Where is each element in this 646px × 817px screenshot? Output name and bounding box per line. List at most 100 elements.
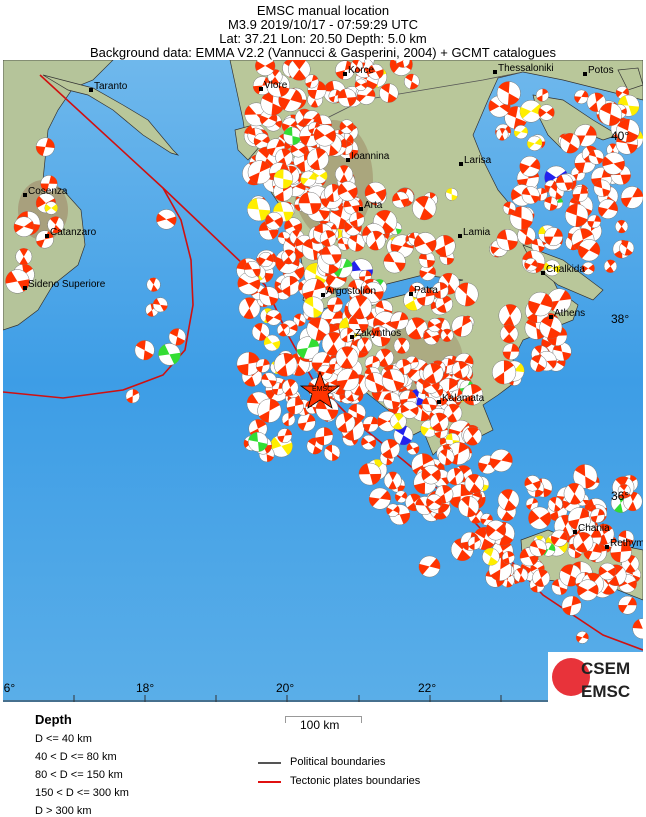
beachball — [539, 315, 563, 339]
beachball — [427, 317, 442, 333]
beachball — [298, 191, 322, 215]
beachball — [496, 81, 521, 106]
plate-boundary-calabrian — [3, 187, 194, 399]
beachball — [529, 355, 547, 373]
beachball — [275, 148, 293, 167]
city-chania: Chania — [573, 523, 610, 534]
tectonic-legend-line — [258, 781, 281, 783]
depth-legend-item: D > 300 km — [35, 805, 92, 817]
beachball — [281, 379, 299, 396]
beachball — [577, 579, 599, 601]
beachball — [616, 118, 640, 143]
city-argostolion: Argostolion — [321, 286, 376, 297]
beachball — [301, 278, 327, 303]
seismicity-map: Taranto Vlore Korce Thessaloniki Potos Ioanni… — [3, 60, 643, 702]
beachball — [598, 562, 617, 581]
beachball — [336, 368, 360, 391]
beachball — [524, 475, 541, 492]
beachball — [528, 291, 553, 317]
depth-legend-item: D <= 40 km — [35, 733, 92, 745]
beachball — [251, 322, 270, 341]
beachball — [348, 314, 369, 335]
beachball — [393, 425, 414, 446]
beachball — [502, 201, 517, 215]
beachball — [314, 427, 334, 446]
beachball — [283, 126, 302, 146]
city-label: Argostolion — [326, 286, 376, 297]
city-label: Ioannina — [351, 151, 390, 162]
lon-label: 22° — [418, 681, 436, 695]
city-label: Catanzaro — [50, 227, 97, 238]
beachball — [380, 438, 401, 459]
city-label: Sideno Superiore — [28, 279, 106, 290]
city-label: Potos — [588, 65, 614, 76]
beachball — [572, 532, 594, 553]
beachball — [335, 346, 359, 369]
beachball — [364, 372, 386, 393]
beachball — [632, 618, 643, 640]
title: EMSC manual location — [256, 3, 390, 18]
city-label: Cosenza — [28, 186, 68, 197]
city-label: Athens — [554, 308, 585, 319]
lat-label: 36° — [611, 489, 629, 503]
city-label: Patra — [414, 285, 438, 296]
beachball — [263, 334, 281, 352]
beachball — [497, 489, 520, 511]
beachball — [364, 181, 387, 204]
beachball — [463, 426, 482, 446]
lon-label: 18° — [136, 681, 154, 695]
beachball — [451, 315, 473, 337]
beachball — [350, 60, 364, 73]
beachball — [259, 286, 279, 306]
city-rethym: Rethym — [605, 538, 643, 549]
beachball — [40, 175, 58, 193]
depth-legend-item: 40 < D <= 80 km — [35, 751, 117, 763]
beachball — [416, 287, 435, 306]
beachball — [286, 397, 304, 415]
beachball — [603, 259, 618, 273]
lon-label: 16° — [3, 681, 15, 695]
beachball — [620, 186, 643, 209]
beachball — [394, 490, 408, 504]
beachball — [451, 360, 470, 379]
beachball — [489, 449, 513, 472]
city-korce: Korce — [343, 65, 375, 76]
beachball — [586, 92, 607, 112]
beachball — [498, 304, 522, 328]
city-label: Korce — [348, 65, 375, 76]
city-label: Larisa — [464, 155, 492, 166]
beachball — [588, 149, 604, 165]
beachball — [281, 412, 296, 427]
beachball — [422, 362, 444, 384]
beachball — [491, 360, 517, 385]
beachball — [297, 413, 316, 432]
beachball — [293, 313, 307, 327]
beachball — [513, 124, 529, 140]
beachball — [308, 121, 321, 135]
city-label: Thessaloniki — [498, 63, 554, 74]
epicenter-label: EMSC — [312, 386, 332, 393]
city-taranto: Taranto — [89, 81, 128, 92]
city-label: Vlore — [264, 80, 288, 91]
beachball — [485, 520, 507, 541]
beachball — [337, 88, 357, 108]
beachball — [334, 165, 354, 184]
beachball — [405, 317, 428, 340]
beachball — [509, 206, 534, 230]
beachball — [248, 431, 268, 452]
beachball — [467, 536, 482, 550]
beachball — [555, 174, 574, 192]
city-catanzaro: Catanzaro — [45, 227, 97, 238]
beachball — [450, 389, 464, 403]
beachball — [281, 249, 297, 265]
beachball — [529, 539, 547, 557]
beachball — [618, 595, 637, 615]
beachball — [360, 434, 377, 451]
beachball — [362, 281, 384, 303]
beachball — [390, 311, 409, 330]
beachball — [461, 384, 484, 406]
scale-label: 100 km — [300, 718, 340, 732]
beachball — [532, 568, 551, 587]
city-athens: Athens — [549, 308, 585, 319]
beachball — [393, 337, 410, 354]
